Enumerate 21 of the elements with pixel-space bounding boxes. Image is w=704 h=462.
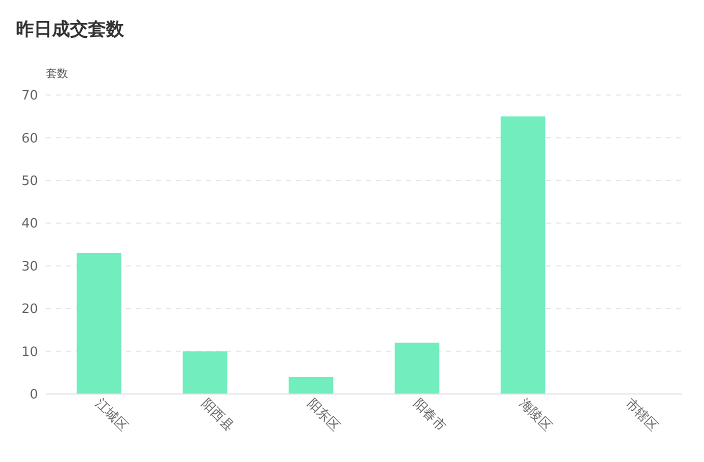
y-tick-label: 0 (30, 388, 38, 403)
bar (394, 342, 440, 394)
y-tick-label: 40 (21, 216, 38, 232)
y-tick-label: 50 (21, 174, 38, 189)
y-tick-label: 20 (21, 302, 38, 318)
y-axis-title: 套数 (46, 67, 68, 80)
x-tick-label: 阳春市 (410, 396, 448, 434)
x-tick-label: 阳东区 (304, 396, 342, 434)
y-tick-label: 60 (21, 131, 38, 146)
bar (182, 351, 228, 394)
y-tick-label: 70 (21, 88, 38, 104)
x-tick-label: 江城区 (92, 396, 130, 434)
chart-title: 昨日成交套数 (16, 19, 125, 40)
bar (288, 376, 334, 394)
bar (76, 253, 122, 394)
x-tick-label: 市辖区 (622, 396, 660, 434)
bar (500, 116, 546, 394)
y-tick-label: 10 (21, 344, 38, 360)
y-tick-label: 30 (21, 259, 38, 274)
x-tick-label: 海陵区 (516, 396, 554, 434)
x-tick-label: 阳西县 (198, 396, 236, 434)
